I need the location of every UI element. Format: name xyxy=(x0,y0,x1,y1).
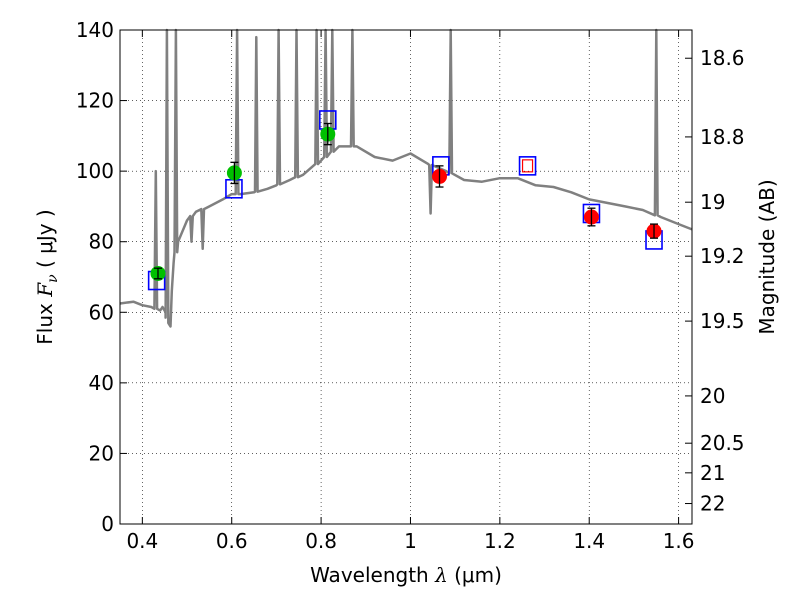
x-tick-label: 0.4 xyxy=(126,529,158,553)
y-tick-label: 0 xyxy=(101,512,114,536)
y2-tick-label: 19.2 xyxy=(700,244,745,268)
grid xyxy=(120,29,692,525)
y2-tick-label: 20.5 xyxy=(700,431,745,455)
x-tick-label: 1.4 xyxy=(573,529,605,553)
model-boxes xyxy=(147,110,663,291)
y-axis-label: Flux Fν ( μJy ) xyxy=(33,209,61,344)
y2-tick-label: 19 xyxy=(700,190,725,214)
y2-tick-label: 22 xyxy=(700,492,725,516)
x-tick-label: 0.6 xyxy=(216,529,248,553)
x-tick-label: 1.2 xyxy=(484,529,516,553)
x-tick-label: 0.8 xyxy=(305,529,337,553)
y-tick-label: 60 xyxy=(89,300,114,324)
x-tick-label: 1.6 xyxy=(663,529,695,553)
plot-frame xyxy=(119,29,693,525)
x-axis-label: Wavelength λ (μm) xyxy=(310,563,502,587)
model-box-highlight xyxy=(521,159,534,173)
y-tick-label: 40 xyxy=(89,371,114,395)
spectrum-line xyxy=(119,28,693,328)
y2-tick-label: 19.5 xyxy=(700,309,745,333)
spectrum xyxy=(119,28,693,328)
y-tick-label: 100 xyxy=(76,159,114,183)
y-tick-label: 80 xyxy=(89,230,114,254)
y-tick-label: 140 xyxy=(76,18,114,42)
photometry-points xyxy=(150,122,662,281)
x-tick-label: 1 xyxy=(404,529,417,553)
y2-tick-label: 18.6 xyxy=(700,46,745,70)
y2-tick-label: 21 xyxy=(700,461,725,485)
y2-tick-label: 18.8 xyxy=(700,125,745,149)
y-tick-label: 20 xyxy=(89,441,114,465)
y-tick-label: 120 xyxy=(76,89,114,113)
y2-tick-label: 20 xyxy=(700,384,725,408)
model-box xyxy=(518,156,537,176)
y2-axis-label: Magnitude (AB) xyxy=(755,179,779,334)
axis-ticks: 0.4 0.6 0.8 1 1.2 1.4 1.6 0 20 40 60 80 100 120 140 18.… xyxy=(76,18,745,553)
